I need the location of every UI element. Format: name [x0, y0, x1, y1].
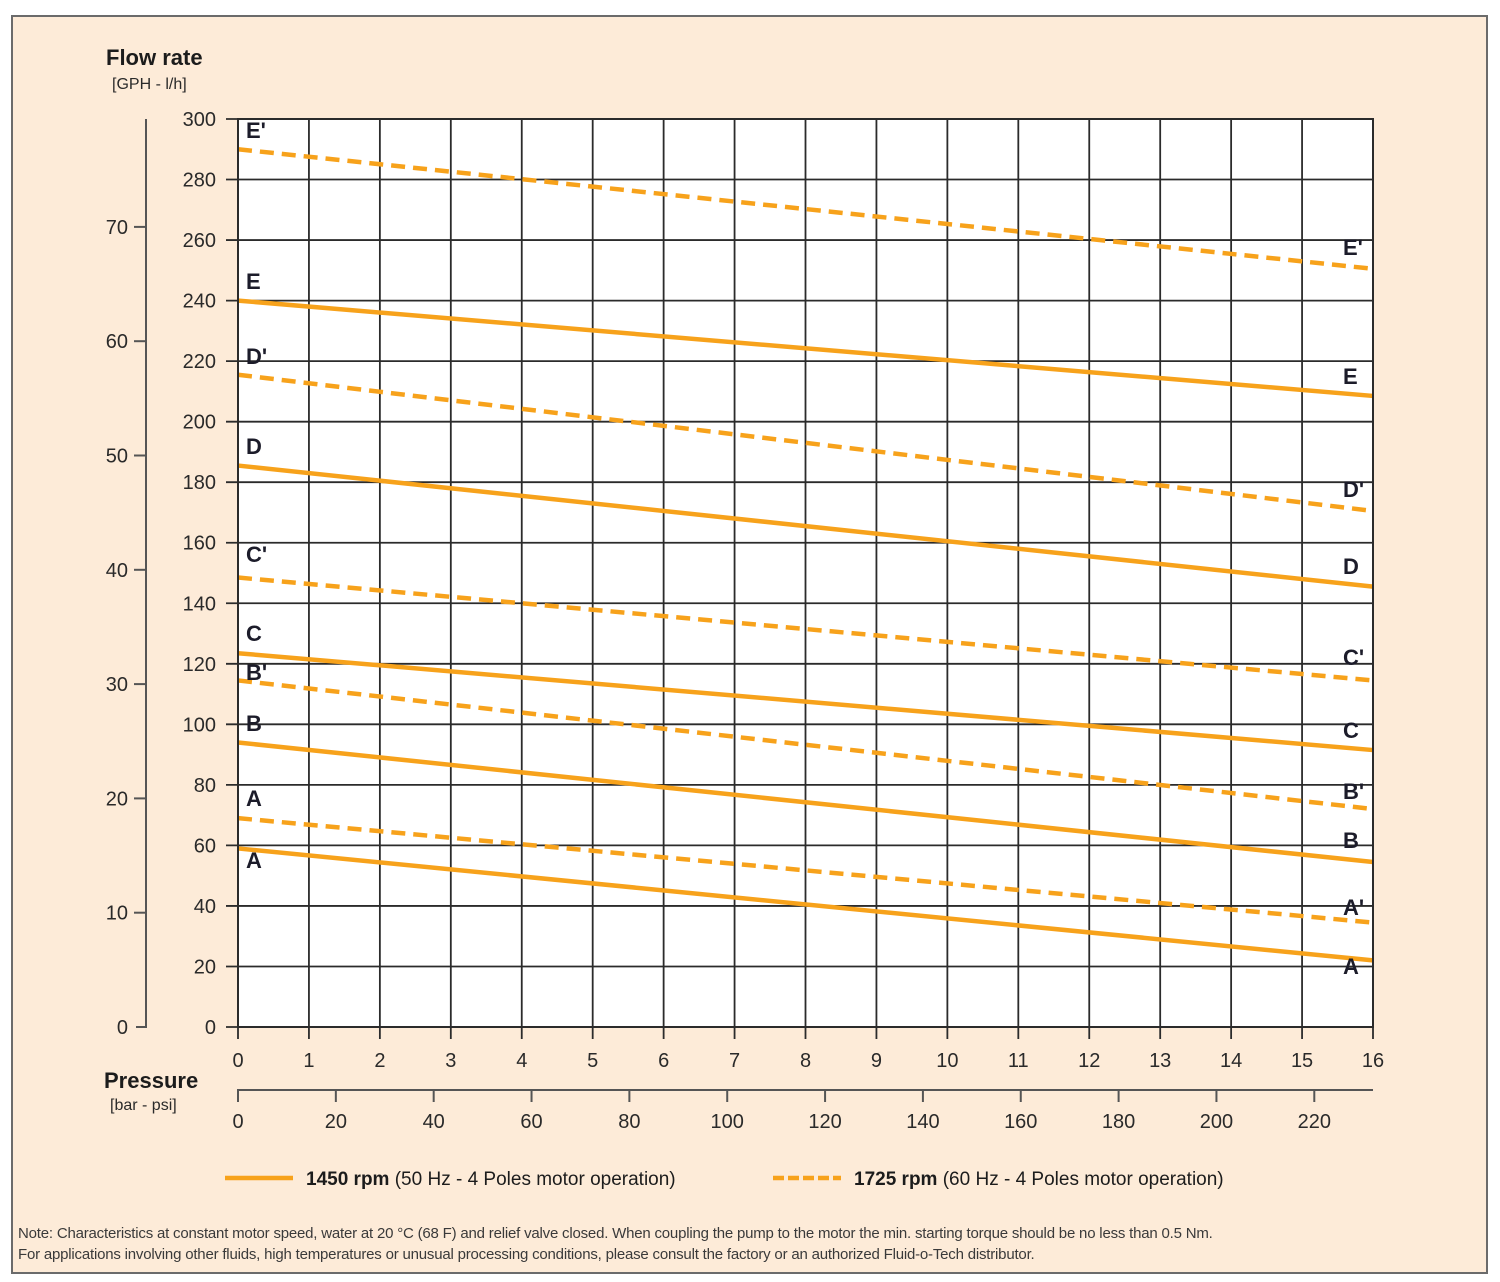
y-tick-label: 100: [183, 714, 216, 736]
note-line-2: For applications involving other fluids,…: [18, 1246, 1035, 1263]
y-axis-unit: [GPH - l/h]: [112, 76, 187, 93]
curve-b: [237, 740, 1374, 865]
x-axis-unit: [bar - psi]: [110, 1097, 177, 1114]
secondary-y-axis-line: [136, 119, 147, 1028]
x-tick-label: 4: [516, 1050, 527, 1072]
x-axis-title: Pressure: [104, 1068, 198, 1093]
x-tick-label: 15: [1291, 1050, 1313, 1072]
y-tick-label: 80: [194, 775, 216, 797]
x-tick-label: 7: [729, 1050, 740, 1072]
y-tick-label: 0: [205, 1017, 216, 1039]
x-tick-label: 12: [1078, 1050, 1100, 1072]
secondary-x-tick-label: 160: [1004, 1111, 1037, 1133]
secondary-y-tick-label: 60: [106, 331, 128, 353]
secondary-x-tick-label: 20: [325, 1111, 347, 1133]
curve-e-prime: [237, 147, 1374, 272]
secondary-x-tick-label: 200: [1200, 1111, 1233, 1133]
y-tick-label: 220: [183, 351, 216, 373]
y-tick-label: 240: [183, 291, 216, 313]
curve-b-prime: [237, 678, 1374, 812]
curve-label-right: D': [1343, 477, 1364, 502]
secondary-y-tick-label: 70: [106, 217, 128, 239]
secondary-y-tick-label: 50: [106, 446, 128, 468]
legend-rpm: 1450 rpm: [306, 1169, 389, 1190]
curve-c-prime: [237, 575, 1374, 683]
y-axis-title: Flow rate: [106, 45, 203, 70]
curve-label-right: B': [1343, 779, 1364, 804]
curve-c: [237, 650, 1374, 753]
x-tick-label: 3: [445, 1050, 456, 1072]
curve-label-left: B': [246, 660, 267, 685]
curve-a-prime: [237, 815, 1374, 925]
curve-label-left: C: [246, 621, 262, 646]
curve-label-right: D: [1343, 554, 1359, 579]
y-tick-label: 120: [183, 654, 216, 676]
secondary-x-tick-label: 140: [906, 1111, 939, 1133]
curve-label-right: A': [1343, 895, 1364, 920]
x-tick-label: 8: [800, 1050, 811, 1072]
legend-rpm: 1725 rpm: [854, 1169, 937, 1190]
y-tick-label: 40: [194, 896, 216, 918]
y-tick-label: 200: [183, 412, 216, 434]
plot-frame: [237, 118, 1374, 1028]
curve-label-left: A: [246, 786, 262, 811]
curve-label-right: E: [1343, 364, 1358, 389]
curve-e: [237, 298, 1374, 399]
curve-label-left: A: [246, 848, 262, 873]
y-tick-label: 180: [183, 472, 216, 494]
x-tick-label: 0: [232, 1050, 243, 1072]
curve-label-right: B: [1343, 828, 1359, 853]
secondary-y-tick-label: 10: [106, 903, 128, 925]
curve-label-right: E': [1343, 235, 1363, 260]
y-tick-label: 280: [183, 170, 216, 192]
secondary-x-tick-label: 120: [808, 1111, 841, 1133]
curve-a: [237, 846, 1374, 963]
secondary-y-tick-label: 40: [106, 560, 128, 582]
secondary-x-tick-label: 60: [520, 1111, 542, 1133]
y-tick-label: 60: [194, 835, 216, 857]
x-tick-label: 13: [1149, 1050, 1171, 1072]
curve-label-left: E': [246, 118, 266, 143]
y-tick-label: 20: [194, 956, 216, 978]
secondary-x-tick-label: 180: [1102, 1111, 1135, 1133]
x-tick-label: 2: [374, 1050, 385, 1072]
curve-d: [237, 463, 1374, 589]
secondary-y-tick-label: 0: [117, 1017, 128, 1039]
curve-label-left: D: [246, 434, 262, 459]
curve-label-left: C': [246, 542, 267, 567]
curve-label-left: D': [246, 344, 267, 369]
x-tick-label: 11: [1008, 1050, 1029, 1072]
x-tick-label: 6: [658, 1050, 669, 1072]
curve-label-right: C: [1343, 718, 1359, 743]
secondary-x-tick-label: 0: [232, 1111, 243, 1133]
legend-label: 1725 rpm (60 Hz - 4 Poles motor operatio…: [854, 1169, 1224, 1190]
note-line-1: Note: Characteristics at constant motor …: [18, 1225, 1213, 1242]
secondary-y-tick-label: 30: [106, 674, 128, 696]
secondary-y-tick-label: 20: [106, 788, 128, 810]
x-tick-label: 1: [303, 1050, 314, 1072]
x-tick-label: 10: [936, 1050, 958, 1072]
x-tick-label: 16: [1362, 1050, 1384, 1072]
secondary-x-tick-label: 220: [1298, 1111, 1331, 1133]
secondary-x-tick-label: 80: [618, 1111, 640, 1133]
y-tick-label: 260: [183, 230, 216, 252]
x-tick-label: 14: [1220, 1050, 1242, 1072]
curve-d-prime: [237, 372, 1374, 514]
legend-label: 1450 rpm (50 Hz - 4 Poles motor operatio…: [306, 1169, 676, 1190]
secondary-x-tick-label: 40: [423, 1111, 445, 1133]
x-tick-label: 5: [587, 1050, 598, 1072]
y-tick-label: 160: [183, 533, 216, 555]
curve-label-right: C': [1343, 645, 1364, 670]
legend-description: (60 Hz - 4 Poles motor operation): [937, 1169, 1223, 1190]
curve-label-right: A: [1343, 954, 1359, 979]
y-tick-label: 140: [183, 593, 216, 615]
curve-label-left: E: [246, 269, 261, 294]
legend-description: (50 Hz - 4 Poles motor operation): [389, 1169, 675, 1190]
secondary-x-axis-line: [237, 1089, 1373, 1102]
y-tick-label: 300: [183, 109, 216, 131]
curve-label-left: B: [246, 711, 262, 736]
secondary-x-tick-label: 100: [711, 1111, 744, 1133]
x-tick-label: 9: [871, 1050, 882, 1072]
